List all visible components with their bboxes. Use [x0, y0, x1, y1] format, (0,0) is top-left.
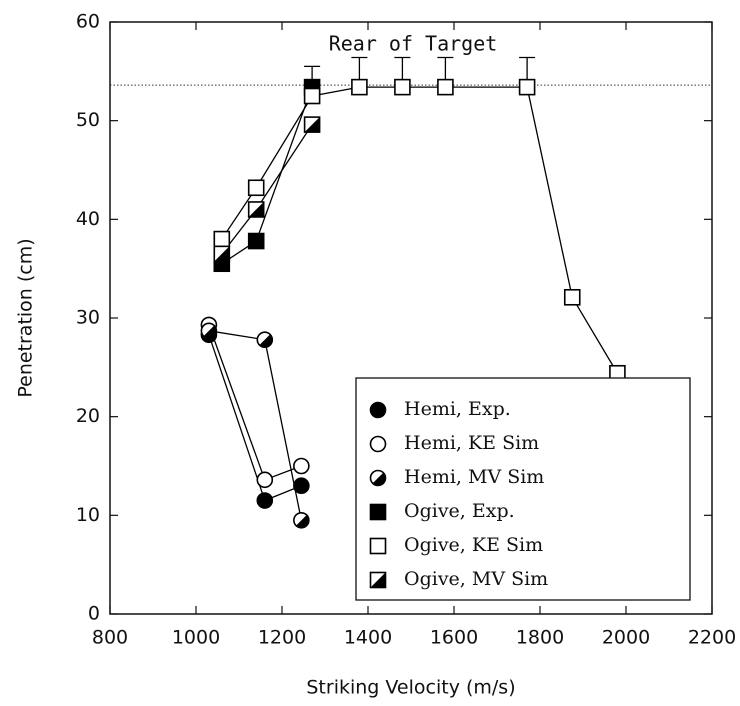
marker — [247, 201, 265, 218]
marker-shape — [351, 78, 368, 96]
legend-box — [355, 377, 691, 601]
y-tick-label: 50 — [76, 109, 100, 131]
marker-shape — [213, 230, 231, 248]
marker-half — [304, 117, 320, 133]
x-tick-label: 1800 — [516, 627, 564, 649]
x-tick-label: 800 — [92, 627, 128, 649]
x-tick-label: 1000 — [172, 627, 220, 649]
marker-half — [214, 246, 230, 262]
y-axis-label: Penetration (cm) — [15, 238, 37, 397]
x-tick-label: 1200 — [258, 627, 306, 649]
marker-shape — [518, 78, 536, 96]
marker-half — [296, 514, 309, 528]
legend-label: Hemi, Exp. — [404, 398, 511, 420]
marker — [293, 477, 310, 495]
marker-shape — [369, 537, 387, 555]
legend-label: Ogive, KE Sim — [404, 534, 543, 556]
marker — [369, 571, 387, 589]
marker — [293, 511, 310, 529]
marker-shape — [303, 87, 321, 105]
marker — [200, 322, 218, 340]
legend-label: Hemi, KE Sim — [404, 432, 539, 454]
marker-half — [372, 472, 386, 486]
y-tick-label: 20 — [76, 405, 100, 427]
marker — [213, 245, 231, 263]
marker-shape — [369, 435, 387, 453]
marker — [256, 492, 274, 509]
series-line — [208, 334, 302, 502]
series-line — [221, 86, 618, 374]
y-tick-label: 30 — [76, 307, 100, 329]
marker-shape — [247, 179, 265, 197]
marker-half — [370, 572, 386, 588]
legend-label: Ogive, Exp. — [404, 500, 515, 522]
marker — [518, 78, 536, 96]
legend-label: Hemi, MV Sim — [404, 466, 544, 488]
marker — [369, 537, 387, 555]
marker — [256, 331, 274, 349]
marker — [213, 230, 231, 248]
marker-shape — [369, 401, 387, 419]
marker-half — [203, 325, 217, 339]
reference-label: Rear of Target — [329, 32, 498, 56]
marker-shape — [563, 288, 581, 306]
y-tick-label: 10 — [76, 504, 100, 526]
marker — [369, 435, 387, 453]
marker-half — [248, 201, 264, 217]
x-tick-label: 1400 — [344, 627, 392, 649]
marker — [369, 503, 387, 521]
marker — [256, 471, 274, 489]
marker — [394, 78, 411, 96]
marker-shape — [256, 471, 274, 489]
marker-shape — [247, 232, 265, 250]
marker-shape — [369, 503, 387, 521]
marker — [437, 78, 454, 96]
y-tick-label: 0 — [88, 603, 100, 625]
marker-shape — [256, 492, 274, 509]
x-tick-label: 2000 — [602, 627, 650, 649]
marker — [247, 179, 265, 197]
marker-half — [259, 334, 273, 348]
marker-shape — [394, 78, 411, 96]
marker-shape — [293, 457, 310, 475]
marker — [247, 232, 265, 250]
marker — [293, 457, 310, 475]
series-line — [208, 324, 302, 481]
series-line — [221, 124, 313, 255]
marker — [369, 401, 387, 419]
x-tick-label: 1600 — [430, 627, 478, 649]
marker — [303, 87, 321, 105]
marker — [351, 78, 368, 96]
marker — [563, 288, 581, 306]
y-tick-label: 40 — [76, 208, 100, 230]
x-tick-label: 2200 — [688, 627, 736, 649]
x-axis-label: Striking Velocity (m/s) — [306, 677, 515, 699]
legend-label: Ogive, MV Sim — [404, 568, 548, 590]
marker-shape — [437, 78, 454, 96]
marker — [303, 116, 321, 133]
marker — [369, 469, 387, 487]
y-tick-label: 60 — [76, 11, 100, 33]
marker-shape — [293, 477, 310, 495]
